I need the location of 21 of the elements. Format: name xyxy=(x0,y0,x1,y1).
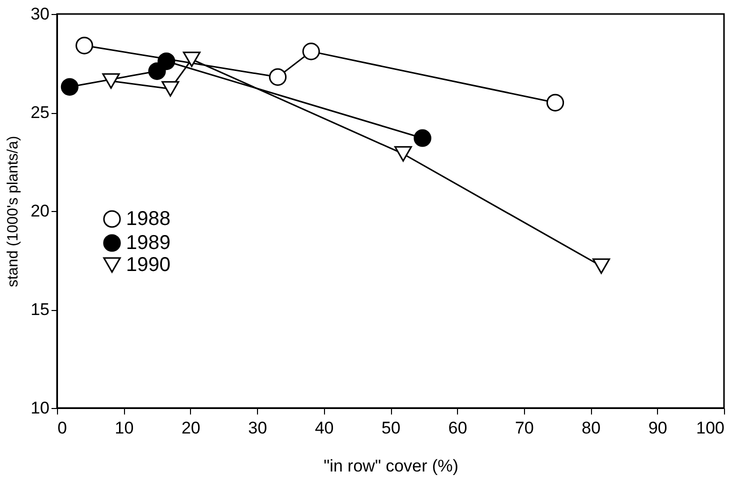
x-tick-label: 40 xyxy=(314,418,334,438)
x-tick-label: 30 xyxy=(248,418,268,438)
legend-label: 1988 xyxy=(126,208,170,230)
y-tick-label: 10 xyxy=(30,398,50,418)
x-axis-title: "in row" cover (%) xyxy=(324,456,458,476)
y-tick-label: 25 xyxy=(30,103,50,122)
x-tick-label: 100 xyxy=(696,418,724,438)
x-tick-label: 90 xyxy=(648,418,668,438)
x-tick-label: 0 xyxy=(58,418,67,438)
legend-label: 1989 xyxy=(126,232,170,254)
legend-label: 1990 xyxy=(126,254,170,276)
x-tick-label: 50 xyxy=(382,418,400,438)
x-tick-label: 80 xyxy=(582,418,601,438)
x-tick-label: 70 xyxy=(514,418,534,438)
x-tick-label: 60 xyxy=(448,418,468,438)
y-axis-title: stand (1000's plants/a) xyxy=(4,136,22,288)
y-tick-label: 15 xyxy=(30,300,50,319)
y-tick-label: 30 xyxy=(30,4,50,24)
y-tick-label: 20 xyxy=(30,202,50,220)
x-tick-label: 10 xyxy=(114,418,134,438)
x-tick-label: 20 xyxy=(181,418,200,438)
